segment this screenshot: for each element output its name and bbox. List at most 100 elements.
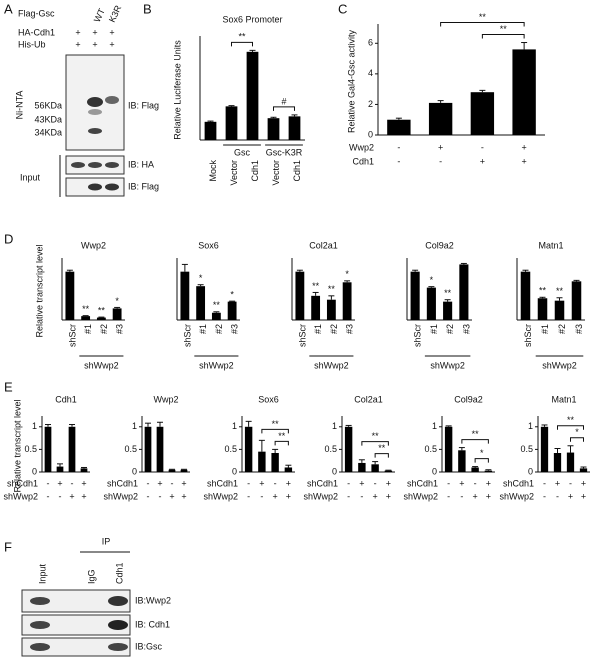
sign: - [159, 491, 162, 501]
sign: + [581, 478, 586, 488]
x-tick-label: shScr [297, 324, 307, 347]
bar [204, 121, 217, 140]
lane-label: Cdh1 [114, 562, 124, 584]
sign: + [259, 478, 264, 488]
sign: - [447, 478, 450, 488]
condition-label: shWwp2 [103, 491, 138, 501]
y-tick-label: 4 [368, 68, 373, 78]
bar [68, 426, 76, 472]
band [105, 96, 119, 104]
bar [444, 426, 453, 472]
significance-label: * [199, 273, 203, 283]
bar [566, 452, 575, 472]
sign: - [71, 478, 74, 488]
sign: + [57, 478, 62, 488]
condition-label: shCdh1 [407, 478, 438, 488]
lane-label: Input [37, 563, 47, 584]
bracket [231, 41, 253, 47]
sign: + [472, 491, 477, 501]
bar [156, 426, 164, 472]
bar [512, 49, 536, 135]
band [88, 128, 102, 134]
bar [180, 469, 188, 472]
bar [443, 301, 453, 320]
condition-label: shCdh1 [207, 478, 238, 488]
bar [537, 298, 548, 320]
y-tick-label: 1 [332, 421, 337, 431]
sign: - [247, 478, 250, 488]
band [88, 183, 102, 191]
blot [21, 589, 131, 613]
chart-title: Sox6 [258, 394, 279, 404]
bar [246, 51, 259, 141]
bracket [461, 439, 489, 444]
significance-label: ** [539, 286, 547, 296]
bar [520, 271, 531, 320]
sign: + [92, 27, 97, 37]
bracket [273, 106, 295, 111]
sign: + [75, 39, 80, 49]
band [30, 621, 50, 629]
y-axis-label: Relative Gal4-Gsc activity [346, 29, 356, 133]
panel-label: E [4, 379, 13, 394]
bar [258, 451, 266, 472]
bracket-label: ** [238, 32, 246, 42]
x-tick-label: #1 [83, 324, 93, 334]
significance-label: ** [213, 300, 221, 310]
significance-label: ** [312, 281, 320, 291]
y-tick-label: 1 [132, 421, 137, 431]
bar [458, 450, 466, 472]
bar [326, 299, 336, 320]
y-tick-label: 1 [528, 421, 533, 431]
band [105, 183, 119, 191]
sign: - [247, 491, 250, 501]
y-tick-label: 0.5 [324, 444, 337, 454]
sign: - [447, 491, 450, 501]
bar [371, 464, 379, 472]
chart-title: Matn1 [551, 394, 576, 404]
bar [196, 286, 206, 320]
y-tick-label: 0 [368, 129, 373, 139]
band [88, 109, 102, 115]
significance-label: ** [82, 304, 90, 314]
sign: + [459, 478, 464, 488]
significance-label: ** [328, 284, 336, 294]
bar [342, 282, 352, 320]
lane-label: IgG [86, 569, 96, 584]
blot-label: IB:Wwp2 [135, 595, 171, 605]
sign: - [47, 491, 50, 501]
sign: - [374, 478, 377, 488]
y-tick-label: 0.5 [224, 444, 237, 454]
bar [311, 295, 321, 320]
sign: + [157, 478, 162, 488]
significance-label: * [230, 290, 234, 300]
x-tick-label: Mock [208, 160, 218, 182]
x-tick-label: #2 [557, 324, 567, 334]
blot [21, 637, 131, 657]
band [88, 162, 102, 168]
bracket [261, 428, 289, 434]
sign: - [347, 491, 350, 501]
bracket-label: ** [500, 24, 508, 34]
y-tick-label: 0 [528, 466, 533, 476]
group-label: shWwp2 [430, 360, 465, 370]
band [108, 643, 128, 651]
bar [540, 426, 549, 472]
sign: + [272, 491, 277, 501]
y-tick-label: 2 [368, 99, 373, 109]
sign: + [109, 39, 114, 49]
x-tick-label: shScr [523, 324, 533, 347]
sign: - [347, 478, 350, 488]
bar [112, 308, 122, 320]
sign: + [480, 156, 485, 166]
sign: + [521, 156, 526, 166]
chart-title: Sox6 [198, 240, 219, 250]
y-tick-label: 1 [32, 421, 37, 431]
bar [44, 426, 52, 472]
bracket-label: ** [472, 429, 480, 439]
sign: + [486, 478, 491, 488]
band [71, 162, 85, 168]
condition-label: Cdh1 [352, 156, 374, 166]
sign: + [81, 478, 86, 488]
band [30, 597, 50, 605]
